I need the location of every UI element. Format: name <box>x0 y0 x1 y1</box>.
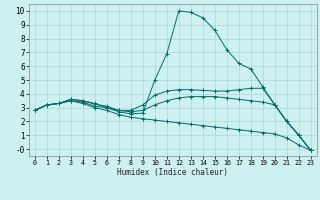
X-axis label: Humidex (Indice chaleur): Humidex (Indice chaleur) <box>117 168 228 177</box>
